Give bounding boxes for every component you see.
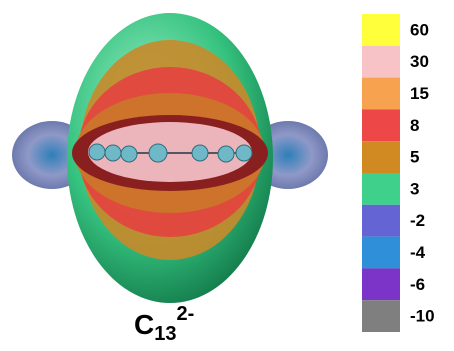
atom [192,145,208,161]
atom [218,146,234,162]
formula-superscript: 2- [176,303,194,325]
legend-swatch [362,14,400,46]
formula: C132- [134,303,194,345]
legend-label: 8 [410,116,419,135]
legend-label: -10 [410,307,435,326]
legend-swatch [362,300,400,332]
legend-label: 15 [410,84,429,103]
legend-swatch [362,268,400,300]
legend-swatch [362,78,400,110]
atom [121,146,137,162]
legend-swatch [362,173,400,205]
legend-label: 60 [410,20,429,39]
legend-swatch [362,205,400,237]
legend-swatch [362,109,400,141]
legend-swatch [362,141,400,173]
formula-subscript: 13 [154,323,176,345]
atom [236,145,252,161]
atom [149,144,167,162]
legend-label: 30 [410,52,429,71]
formula-element: C [134,309,154,340]
page: C132- 603015853-2-4-6-10 (() => { const … [0,0,454,351]
atom [89,144,105,160]
legend-swatch [362,237,400,269]
atom [105,145,121,161]
legend-label: -4 [410,243,426,262]
legend-label: 5 [410,148,419,167]
legend-swatch [362,46,400,78]
figure: C132- 60 30 15 8 5 3 -2 -4 -6 -10 [0,0,454,351]
legend-label: 3 [410,179,419,198]
legend-label: -2 [410,211,425,230]
isosurface-render [12,13,328,303]
legend-label: -6 [410,275,425,294]
legend: 60 30 15 8 5 3 -2 -4 -6 -10 [362,14,435,332]
